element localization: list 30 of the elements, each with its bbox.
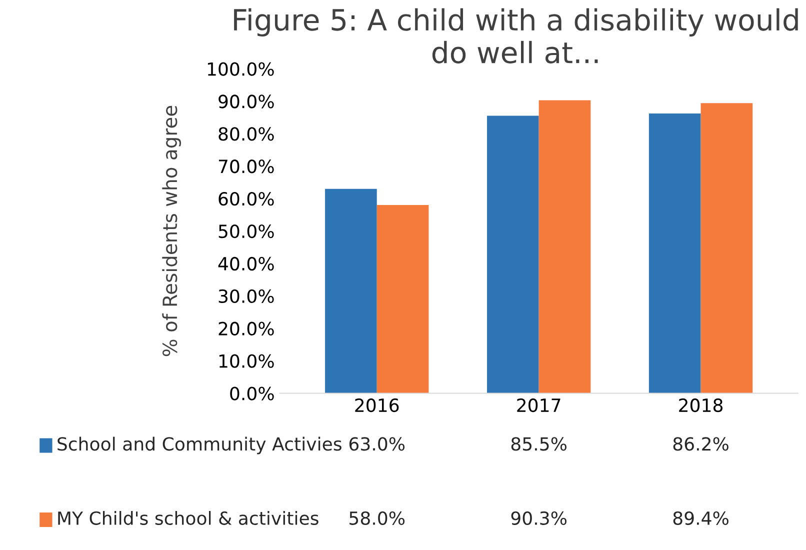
x-tick-label: 2016 <box>355 398 399 412</box>
data-label: 89.4% <box>673 511 728 525</box>
legend-label: School and Community Activies <box>58 436 342 454</box>
y-tick-label: 50.0% <box>218 224 274 238</box>
y-tick-label: 70.0% <box>218 160 274 174</box>
bar <box>486 116 539 394</box>
chart-title: Figure 5: A child with a disability would do well at... <box>234 8 798 64</box>
y-tick-label: 90.0% <box>218 94 274 108</box>
y-tick-label: 80.0% <box>218 127 274 141</box>
x-tick-label: 2017 <box>517 398 560 412</box>
bar <box>700 103 753 394</box>
y-tick-label: 40.0% <box>218 256 274 271</box>
data-label: 86.2% <box>673 437 728 451</box>
bar <box>648 114 701 394</box>
data-label: 63.0% <box>349 437 405 451</box>
y-axis-title: % of Residents who agree <box>162 106 181 356</box>
data-label: 58.0% <box>350 511 405 525</box>
legend-label: MY Child's school & activities <box>58 511 318 525</box>
y-tick-label: 30.0% <box>218 289 274 304</box>
bar <box>325 188 377 394</box>
y-tick-label: 60.0% <box>218 192 274 206</box>
y-tick-label: 10.0% <box>219 354 274 368</box>
data-label: 85.5% <box>511 437 566 451</box>
y-tick-label: 0.0% <box>230 386 274 400</box>
x-tick-label: 2018 <box>679 398 723 412</box>
bar <box>376 205 429 394</box>
y-tick-label: 20.0% <box>218 322 274 336</box>
data-label: 90.3% <box>511 511 566 525</box>
y-tick-label: 100.0% <box>208 62 274 76</box>
bar <box>538 100 591 394</box>
